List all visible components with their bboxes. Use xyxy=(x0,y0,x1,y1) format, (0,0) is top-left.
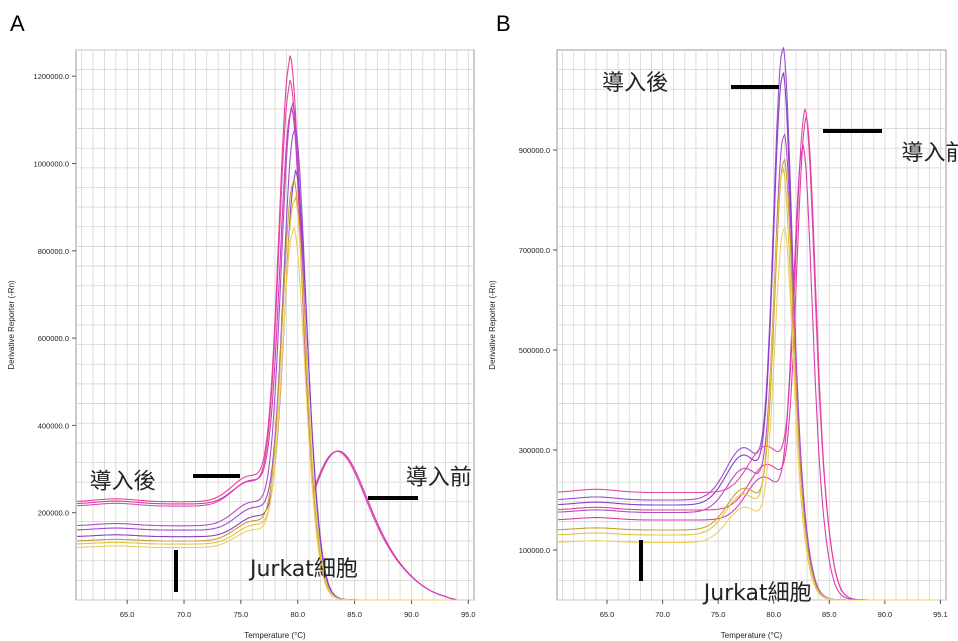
panel-label-a: A xyxy=(10,11,25,36)
y-axis-title: Derivative Reporter (-Rn) xyxy=(7,280,16,370)
y-tick-label: 1200000.0 xyxy=(34,72,69,81)
y-tick-label: 200000.0 xyxy=(38,509,69,518)
chart-panel-a: 65.0 70.0 75.0 80.0 85.0 90.0 95.0 200000.0 4000… xyxy=(7,49,476,640)
y-tick-label: 300000.0 xyxy=(519,446,550,455)
annotation-label: Jurkat細胞 xyxy=(248,557,358,582)
y-tick-label: 100000.0 xyxy=(519,546,550,555)
x-tick-label: 70.0 xyxy=(655,610,670,619)
panel-label-b: B xyxy=(496,11,511,36)
series-line xyxy=(558,226,937,601)
annotation-label: 導入後 xyxy=(602,71,668,96)
annotation-label: Jurkat細胞 xyxy=(702,581,812,606)
x-tick-label: 90.0 xyxy=(404,610,419,619)
x-tick-label: 90.0 xyxy=(878,610,893,619)
x-axis-title: Temperature (°C) xyxy=(721,631,783,640)
series-line xyxy=(77,79,457,601)
x-tick-label: 80.0 xyxy=(290,610,305,619)
x-tick-label: 70.0 xyxy=(177,610,192,619)
y-tick-label: 500000.0 xyxy=(519,346,550,355)
y-tick-label: 700000.0 xyxy=(519,246,550,255)
series-line xyxy=(77,106,457,601)
x-tick-label: 85.0 xyxy=(347,610,362,619)
annotation-label: 導入前 xyxy=(902,141,958,166)
annotation-label: 導入後 xyxy=(90,470,156,495)
x-tick-label: 80.0 xyxy=(766,610,781,619)
annotation-label: 導入前 xyxy=(406,465,472,490)
x-tick-label: 65.0 xyxy=(120,610,135,619)
y-tick-label: 1000000.0 xyxy=(34,159,69,168)
y-axis-title: Derivative Reporter (-Rn) xyxy=(488,280,497,370)
y-tick-label: 600000.0 xyxy=(38,334,69,343)
y-tick-label: 800000.0 xyxy=(38,247,69,256)
x-tick-label: 95.1 xyxy=(933,610,948,619)
y-tick-label: 400000.0 xyxy=(38,421,69,430)
x-tick-label: 75.0 xyxy=(711,610,726,619)
x-tick-label: 85.0 xyxy=(822,610,837,619)
x-tick-label: 75.0 xyxy=(234,610,249,619)
x-axis-title: Temperature (°C) xyxy=(244,631,306,640)
x-tick-label: 95.0 xyxy=(461,610,476,619)
x-tick-label: 65.0 xyxy=(600,610,615,619)
chart-panel-b: 65.0 70.0 75.0 80.0 85.0 90.0 95.1 100000.0 3000… xyxy=(488,47,958,640)
y-tick-label: 900000.0 xyxy=(519,146,550,155)
series-line xyxy=(77,225,457,601)
